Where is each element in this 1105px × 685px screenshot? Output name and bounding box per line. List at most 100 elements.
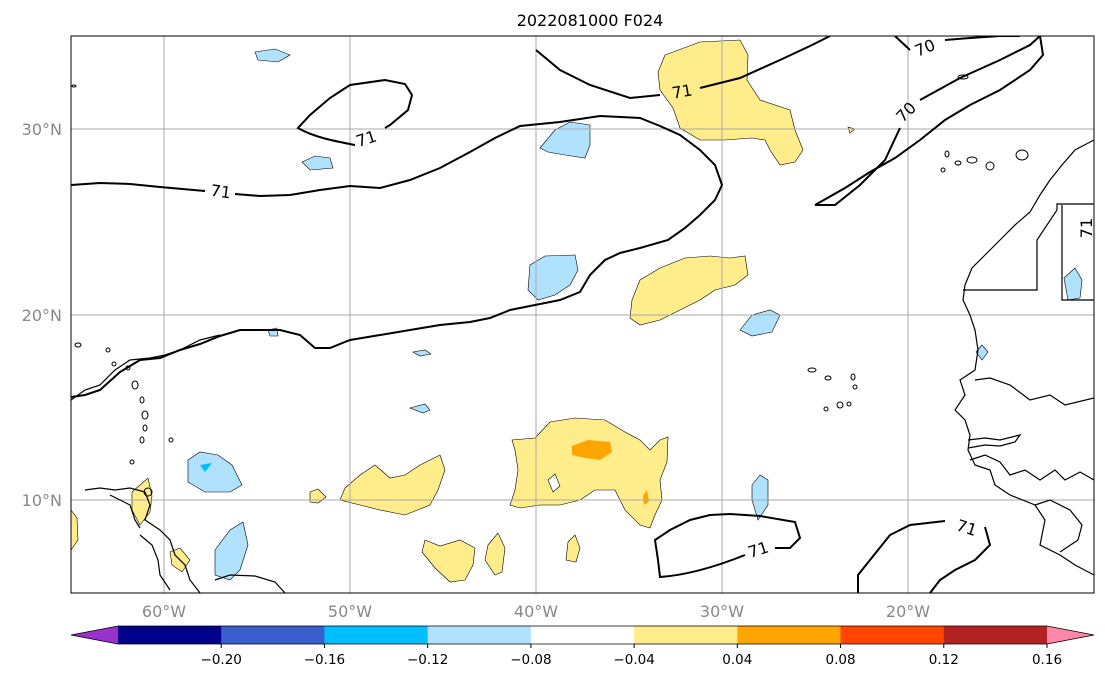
contour-label-71-upper: 71 — [354, 127, 379, 151]
contour-71-top — [535, 36, 831, 100]
colorbar-segment — [427, 626, 532, 644]
colorbar-segment — [634, 626, 738, 644]
positive-region-south — [509, 417, 669, 529]
contour-label-group: 71 71 71 71 71 70 70 71 — [209, 36, 1094, 562]
islands — [71, 74, 1029, 497]
negative-region-5 — [739, 309, 781, 337]
contour-70-ne — [894, 36, 1020, 51]
lat-label-20n: 20°N — [22, 306, 62, 325]
lon-label-50w: 50°W — [328, 602, 372, 621]
colorbar-segment — [840, 626, 945, 644]
island-lesser-antilles-5 — [139, 436, 145, 444]
positive-region-central — [629, 255, 749, 326]
contour-71-long-main — [71, 114, 724, 398]
positive-anomaly-regions — [71, 39, 856, 583]
lat-label-10n: 10°N — [22, 491, 62, 510]
negative-region-10 — [751, 474, 769, 521]
positive-region-small-3 — [484, 532, 506, 576]
border-senegal — [974, 377, 1094, 406]
island-canary-4 — [985, 161, 995, 171]
negative-region-7 — [412, 349, 432, 357]
island-canary-2 — [954, 160, 962, 166]
latitude-labels: 30°N 20°N 10°N — [22, 120, 62, 510]
strong-negative-regions — [200, 463, 212, 472]
contour-71-southeast — [857, 520, 992, 593]
contour-label-71-southeast: 71 — [954, 516, 979, 540]
colorbar-tick-label: −0.16 — [304, 652, 345, 668]
island-lesser-antilles-4 — [142, 424, 148, 432]
strong-positive-region-1 — [572, 440, 612, 460]
colorbar-segment — [530, 626, 635, 644]
strong-negative-region-1 — [200, 463, 212, 472]
map-frame — [70, 35, 1095, 594]
island-lesser-antilles-6 — [129, 459, 135, 465]
contour-label-70-diagonal: 70 — [892, 98, 920, 126]
lon-label-20w: 20°W — [886, 602, 930, 621]
colorbar-outline — [70, 625, 1095, 645]
gridlines — [71, 36, 1094, 593]
contour-label-71-north: 71 — [670, 80, 693, 102]
island-capeverde-6 — [836, 401, 844, 409]
coastline-south-america — [84, 487, 201, 593]
island-tobago — [143, 487, 153, 497]
colorbar-segment — [118, 626, 222, 644]
island-canary-3 — [966, 156, 978, 164]
positive-region-small-1 — [309, 488, 327, 504]
lat-label-30n: 30°N — [22, 120, 62, 139]
island-capeverde-7 — [846, 401, 852, 407]
lon-label-60w: 60°W — [142, 602, 186, 621]
contour-label-71-south: 71 — [746, 538, 771, 562]
lon-label-40w: 40°W — [514, 602, 558, 621]
colorbar-segment — [737, 626, 842, 644]
contour-label-71-west: 71 — [209, 181, 232, 203]
negative-region-3 — [539, 121, 591, 159]
colorbar-tick-label: −0.20 — [201, 652, 242, 668]
positive-region-small-4 — [565, 534, 581, 563]
coastline-africa — [954, 139, 1094, 576]
border-sierra-leone — [1034, 499, 1083, 553]
island-lesser-antilles-1 — [131, 380, 139, 390]
colorbar-tick-label: −0.12 — [407, 652, 448, 668]
colorbar-segment — [221, 626, 325, 644]
positive-region-left-edge — [71, 509, 79, 551]
colorbar-tick-label: −0.04 — [613, 652, 654, 668]
island-virgin-3 — [111, 361, 117, 367]
negative-region-12 — [1063, 267, 1083, 301]
island-capeverde-4 — [852, 384, 858, 390]
island-bermuda-area — [71, 84, 77, 88]
strong-positive-regions — [572, 440, 649, 505]
colorbar-tick-label: −0.08 — [510, 652, 551, 668]
colorbar-tick-label: 0.08 — [826, 652, 856, 668]
island-capeverde-1 — [807, 367, 817, 373]
negative-region-13 — [975, 344, 989, 361]
negative-region-8 — [409, 403, 431, 414]
contour-70-diagonal — [814, 36, 1045, 206]
colorbar-tick-label: 0.04 — [722, 652, 752, 668]
lon-label-30w: 30°W — [700, 602, 744, 621]
colorbar-tick-label: 0.16 — [1032, 652, 1062, 668]
positive-region-north — [657, 39, 804, 166]
negative-region-11 — [214, 521, 249, 581]
colorbar-segment — [324, 626, 429, 644]
negative-anomaly-regions — [187, 48, 1083, 581]
contour-lines — [71, 36, 1045, 593]
island-canary-1 — [944, 150, 950, 158]
colorbar — [70, 625, 1095, 645]
negative-region-9 — [187, 451, 243, 493]
figure-title: 2022081000 F024 — [517, 11, 664, 30]
positive-region-small-6 — [847, 126, 856, 134]
positive-region-hole — [547, 473, 561, 493]
island-canary-6 — [940, 167, 946, 173]
border-mauritania — [1061, 205, 1094, 301]
positive-region-small-2 — [421, 539, 476, 583]
coastline-venezuela — [109, 494, 141, 529]
colorbar-extend-high — [1047, 626, 1094, 644]
border-western-sahara-h — [963, 203, 1094, 291]
colorbar-tick-label: 0.12 — [929, 652, 959, 668]
border-guinea — [969, 454, 1094, 481]
island-lesser-antilles-7 — [168, 437, 174, 443]
island-canary-5 — [1015, 149, 1029, 161]
island-capeverde-5 — [823, 406, 829, 412]
negative-region-4 — [527, 254, 579, 301]
